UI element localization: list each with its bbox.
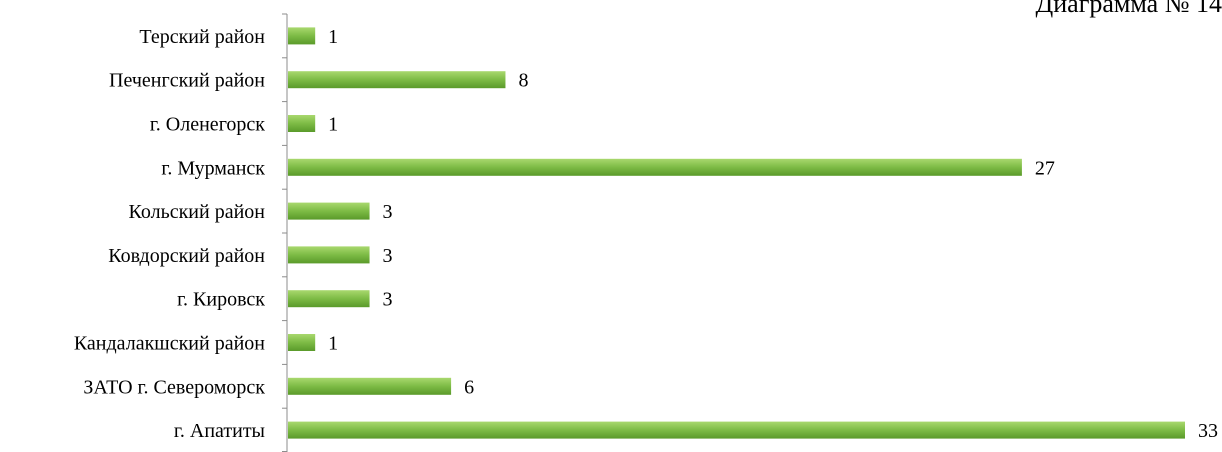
data-label: 3	[383, 245, 393, 267]
category-labels: Терский район Печенгский район г. Оленегор…	[74, 26, 265, 442]
bar	[288, 421, 1185, 439]
bar	[288, 377, 452, 395]
bars-group	[288, 27, 1185, 439]
bar	[288, 334, 316, 351]
category-label: г. Оленегорск	[150, 114, 265, 136]
bar	[288, 71, 506, 89]
category-label: Ковдорский район	[108, 245, 265, 267]
data-label: 3	[383, 201, 393, 223]
category-label: г. Апатиты	[174, 420, 265, 442]
category-label: Печенгский район	[109, 70, 265, 92]
y-axis	[282, 13, 288, 452]
bar	[288, 202, 370, 220]
bar	[288, 290, 370, 308]
category-label: г. Кировск	[177, 289, 265, 311]
data-label: 8	[518, 70, 528, 92]
category-label: Кольский район	[129, 201, 266, 223]
category-label: г. Мурманск	[161, 157, 265, 179]
category-label: Кандалакшский район	[74, 333, 265, 355]
category-label: ЗАТО г. Североморск	[83, 376, 265, 398]
data-label: 33	[1198, 420, 1218, 442]
category-label: Терский район	[139, 26, 265, 48]
data-label: 6	[464, 376, 474, 398]
bar	[288, 27, 316, 45]
data-label: 1	[328, 26, 338, 48]
bar	[288, 158, 1022, 176]
data-label: 27	[1035, 157, 1055, 179]
data-label: 1	[328, 333, 338, 355]
bar	[288, 115, 316, 132]
data-label: 3	[383, 289, 393, 311]
chart-title: Диаграмма № 14	[1036, 0, 1222, 18]
data-label: 1	[328, 114, 338, 136]
bar	[288, 246, 370, 264]
